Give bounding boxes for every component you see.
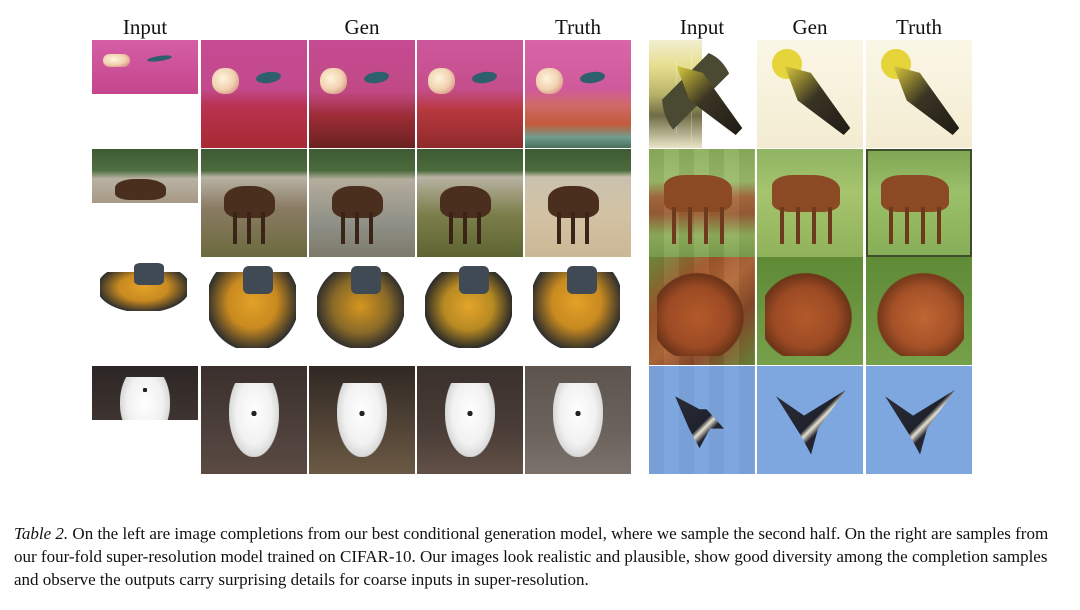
caption-label: Table 2. [14,524,69,543]
left-row2-gen3-image [417,149,523,257]
caption-text: On the left are image completions from o… [14,524,1049,589]
right-row4-truth-image [866,366,972,474]
left-row4-truth-image [525,366,631,474]
right-row4-gen-image [757,366,863,474]
left-row1-gen2-image [309,40,415,148]
right-row3-input-image [649,257,755,365]
right-row4-input-image [649,366,755,474]
left-row1-gen1-image [201,40,307,148]
left-row2-input-image [92,149,198,203]
right-row2-input-image [649,149,755,257]
right-truth-header: Truth [896,15,942,39]
left-row1-truth-image [525,40,631,148]
right-row1-truth-image [866,40,972,148]
left-row3-gen3-image [417,257,523,365]
left-row3-input-image [92,257,198,311]
left-row1-input-image [92,40,198,94]
left-row2-gen2-image [309,149,415,257]
figure-caption: Table 2. On the left are image completio… [14,522,1070,591]
left-row4-gen1-image [201,366,307,474]
left-row3-gen2-image [309,257,415,365]
left-row2-truth-image [525,149,631,257]
right-gen-header: Gen [792,15,828,39]
left-row3-gen1-image [201,257,307,365]
left-row4-gen2-image [309,366,415,474]
left-row1-gen3-image [417,40,523,148]
right-row2-gen-image [757,149,863,257]
right-row3-truth-image [866,257,972,365]
right-row2-truth-image [866,149,972,257]
left-row3-truth-image [525,257,631,365]
left-gen-header: Gen [344,15,380,39]
right-row1-gen-image [757,40,863,148]
left-row4-input-image [92,366,198,420]
left-input-header: Input [122,15,168,39]
right-row1-input-image [649,40,755,148]
right-input-header: Input [679,15,725,39]
left-truth-header: Truth [555,15,601,39]
left-row4-gen3-image [417,366,523,474]
right-row3-gen-image [757,257,863,365]
left-row2-gen1-image [201,149,307,257]
